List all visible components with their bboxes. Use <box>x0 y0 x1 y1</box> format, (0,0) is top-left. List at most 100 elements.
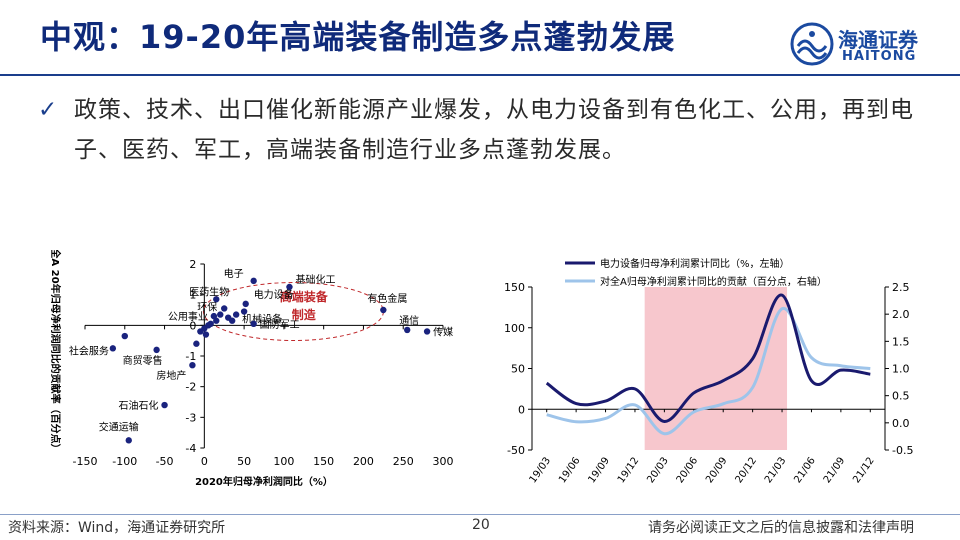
x-tick-label: 50 <box>237 455 251 468</box>
source-note: 资料来源：Wind，海通证券研究所 <box>8 520 226 536</box>
logo-cn-text: 海通证券 <box>838 28 918 52</box>
left-tick-label: -50 <box>507 444 525 457</box>
x-tick-label: 20/09 <box>704 455 730 485</box>
scatter-point <box>404 326 411 334</box>
scatter-point <box>232 311 240 318</box>
right-tick-label: 1.5 <box>892 335 910 348</box>
point-label: 电力设备 <box>254 288 294 301</box>
scatter-point <box>242 300 249 308</box>
logo-en-text: HAITONG <box>842 49 917 64</box>
scatter-point <box>161 401 168 409</box>
scatter-point <box>109 345 117 352</box>
scatter-point <box>221 305 228 312</box>
x-tick-label: 19/12 <box>616 455 642 485</box>
annotation-line-1: 高端装备 <box>280 289 329 304</box>
x-tick-label: 19/09 <box>586 455 612 485</box>
x-tick-label: 0 <box>201 455 208 468</box>
y-tick-label: -1 <box>185 350 196 363</box>
x-tick-label: 150 <box>313 455 334 468</box>
x-axis-title: 2020年归母净利润同比（%） <box>195 475 333 488</box>
x-tick-label: 21/06 <box>792 455 818 485</box>
x-tick-label: 20/12 <box>734 455 760 485</box>
scatter-point <box>197 328 204 335</box>
right-tick-label: 2.5 <box>892 281 910 294</box>
y-tick-label: -3 <box>185 411 196 424</box>
x-tick-label: 20/06 <box>675 455 701 485</box>
scatter-point <box>207 320 214 327</box>
scatter-point <box>153 346 160 354</box>
point-label: 有色金属 <box>367 292 407 305</box>
point-label: 传媒 <box>433 326 453 338</box>
scatter-chart: 2 1 0 -1 -2 -3 -4 -150 -100 -50 0 50 100 150 200 250 300… <box>49 250 454 488</box>
point-label: 公用事业 <box>168 310 208 323</box>
series-line-contribution <box>546 307 871 436</box>
right-tick-label: 0.5 <box>892 390 910 403</box>
check-icon: ✓ <box>38 97 58 123</box>
left-tick-label: 150 <box>504 281 525 294</box>
right-tick-label: 2.0 <box>892 308 910 321</box>
scatter-point <box>125 437 132 444</box>
x-tick-label: 19/06 <box>557 455 583 485</box>
point-label: 基础化工 <box>295 273 335 286</box>
legend-label-power-equipment: 电力设备归母净利润累计同比（%，左轴） <box>600 257 790 270</box>
x-tick-label: 300 <box>433 455 454 468</box>
scatter-point <box>423 328 431 335</box>
footer-divider <box>0 514 960 515</box>
scatter-point <box>240 308 248 315</box>
point-label: 医药生物 <box>189 285 229 298</box>
scatter-point <box>189 362 196 369</box>
bullet-text: 政策、技术、出口催化新能源产业爆发，从电力设备到有色化工、公用，再到电子、医药、… <box>74 97 914 163</box>
y-tick-label: 0 <box>189 319 196 332</box>
header-divider <box>0 74 960 76</box>
shaded-period <box>644 287 788 450</box>
scatter-point <box>228 317 236 324</box>
y-tick-label: 2 <box>189 258 196 271</box>
point-label: 环保 <box>197 300 217 313</box>
legend-label-contribution: 对全A归母净利润累计同比的贡献（百分点，右轴） <box>600 275 827 288</box>
x-tick-label: 250 <box>393 455 414 468</box>
point-label: 石油石化 <box>119 399 159 412</box>
x-tick-label: -100 <box>112 455 137 468</box>
y-tick-label: 1 <box>189 289 196 302</box>
x-tick-label: -150 <box>73 455 98 468</box>
x-tick-label: 200 <box>353 455 374 468</box>
x-tick-label: 21/09 <box>822 455 848 485</box>
y-tick-label: -2 <box>185 381 196 394</box>
scatter-point <box>250 320 257 327</box>
x-tick-label: 20/03 <box>645 455 671 485</box>
x-tick-label: 21/03 <box>763 455 789 485</box>
disclaimer: 请务必阅读正文之后的信息披露和法律声明 <box>648 520 914 536</box>
series-line-power-equipment <box>545 293 871 423</box>
haitong-logo-icon <box>790 22 834 66</box>
point-label: 商贸零售 <box>123 354 163 367</box>
scatter-point <box>121 332 128 340</box>
scatter-point <box>213 317 220 324</box>
left-tick-label: 0 <box>518 403 525 416</box>
right-tick-label: 0.0 <box>892 417 910 430</box>
x-tick-label: 19/03 <box>528 455 554 485</box>
x-tick-label: 21/12 <box>851 455 877 485</box>
y-tick-label: -4 <box>185 442 196 455</box>
right-tick-label: -0.5 <box>892 444 913 457</box>
scatter-point <box>217 311 224 318</box>
haitong-logo: 海通证券 HAITONG <box>790 22 940 68</box>
scatter-point <box>380 306 387 314</box>
scatter-point <box>193 340 200 347</box>
scatter-point <box>250 277 257 285</box>
point-label: 电子 <box>224 267 244 280</box>
scatter-point <box>286 283 293 291</box>
y-axis-title: 对全A 20年归母净利润同比的贡献率（百分点） <box>49 250 62 454</box>
page-number: 20 <box>472 517 490 533</box>
point-label: 交通运输 <box>99 420 139 433</box>
page-title: 中观：19-20年高端装备制造多点蓬勃发展 <box>40 18 676 56</box>
scatter-point <box>202 331 210 338</box>
right-tick-label: 1.0 <box>892 363 910 376</box>
left-tick-label: 100 <box>504 322 525 335</box>
scatter-point <box>213 296 220 303</box>
x-tick-label: 100 <box>273 455 294 468</box>
point-label: 国防军工 <box>260 318 300 331</box>
left-tick-label: 50 <box>511 363 525 376</box>
point-label: 社会服务 <box>69 344 109 357</box>
point-label: 通信 <box>399 315 419 327</box>
